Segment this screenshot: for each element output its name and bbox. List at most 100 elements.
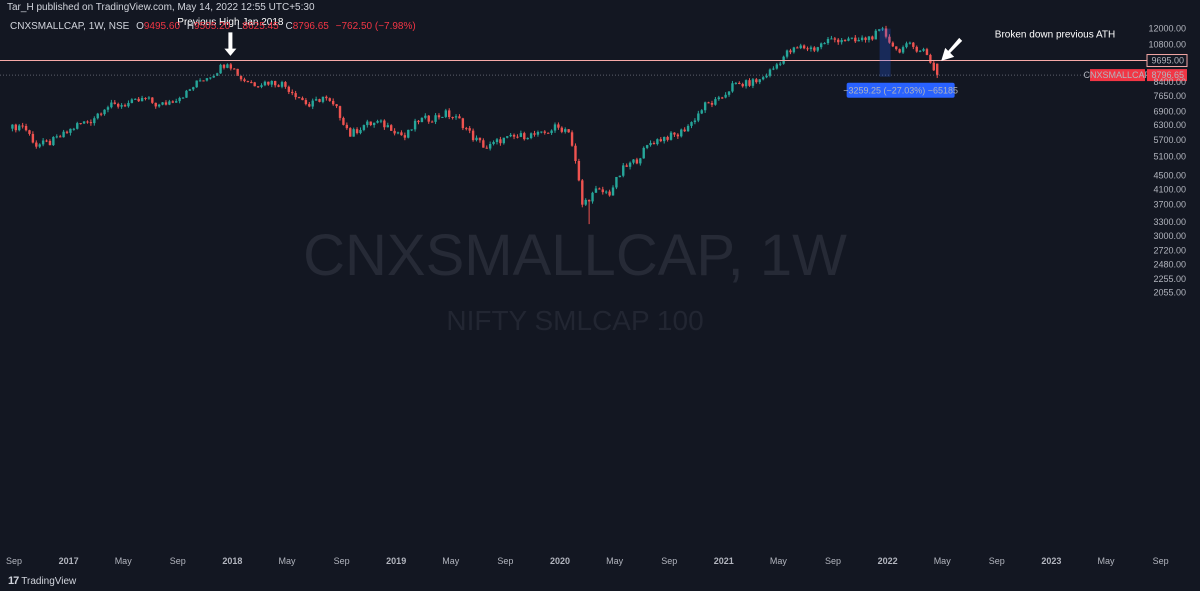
candle-body <box>31 133 35 143</box>
candle-body <box>669 132 673 140</box>
time-tick-label: Sep <box>497 556 513 566</box>
candle-body <box>294 93 297 98</box>
time-tick-label: May <box>278 556 296 566</box>
price-tick-label: 6300.00 <box>1153 120 1186 130</box>
price-tick-label: 4100.00 <box>1153 184 1186 194</box>
candle-body <box>608 191 611 196</box>
candle-body <box>714 99 717 105</box>
price-tick-label: 5100.00 <box>1153 152 1186 162</box>
candle-body <box>403 135 407 138</box>
candle-body <box>93 118 96 124</box>
candle-body <box>76 123 79 129</box>
candle-body <box>499 139 502 144</box>
high-value: 9505.20 <box>194 21 231 32</box>
annotation-previous-high[interactable]: Previous High Jan 2018 <box>177 17 284 28</box>
candle-body <box>79 123 82 125</box>
candle-body <box>918 50 922 52</box>
candle-body <box>270 81 273 85</box>
candle-body <box>509 134 512 137</box>
candle-body <box>267 81 270 85</box>
candle-body <box>383 120 386 128</box>
arrow-down-icon[interactable] <box>224 32 237 56</box>
last-price-label: 8796.65 <box>1151 70 1184 80</box>
candle-body <box>826 39 830 44</box>
candle-body <box>311 100 314 107</box>
candle-body <box>765 75 768 78</box>
time-tick-label: Sep <box>170 556 186 566</box>
candle-body <box>796 47 799 49</box>
annotation-broken-ath[interactable]: Broken down previous ATH <box>995 30 1115 41</box>
time-axis[interactable]: Sep 2017 May Sep 2018 May Sep 2019 May Sep 2020 May… <box>6 556 1169 566</box>
candle-body <box>284 82 287 87</box>
candle-body <box>427 115 430 122</box>
price-tick-label: 4500.00 <box>1153 170 1186 180</box>
candle-body <box>154 102 157 107</box>
low-label: L <box>236 21 243 32</box>
candle-body <box>164 102 168 105</box>
low-value: 8625.45 <box>242 21 279 32</box>
candle-body <box>656 139 659 145</box>
candle-body <box>809 47 813 50</box>
candle-body <box>888 36 891 43</box>
candle-body <box>857 39 860 42</box>
candle-body <box>62 131 65 138</box>
price-tick-label: 10800.00 <box>1148 39 1186 49</box>
candle-body <box>35 142 38 147</box>
candle-body <box>536 131 540 135</box>
candle-body <box>598 188 601 190</box>
candle-body <box>441 116 444 118</box>
candle-body <box>458 116 461 119</box>
candle-body <box>925 49 929 55</box>
candle-body <box>308 104 311 107</box>
candle-body <box>140 97 144 102</box>
candle-body <box>721 97 724 99</box>
candle-body <box>601 189 604 193</box>
time-tick-label: May <box>1097 556 1115 566</box>
candle-body <box>557 124 560 128</box>
candle-body <box>171 101 174 103</box>
price-tick-label: 5700.00 <box>1153 135 1186 145</box>
candle-body <box>253 82 256 87</box>
candle-body <box>663 136 666 142</box>
candle-body <box>874 30 877 40</box>
candle-body <box>219 64 222 74</box>
watermark-subtitle: NIFTY SMLCAP 100 <box>446 305 703 336</box>
candle-body <box>215 73 219 76</box>
candle-body <box>587 199 591 202</box>
candle-body <box>72 128 76 130</box>
candle-body <box>523 133 526 140</box>
candle-body <box>117 103 120 107</box>
candle-body <box>243 79 246 82</box>
time-tick-label: Sep <box>6 556 22 566</box>
candle-body <box>738 82 741 85</box>
brand-name: TradingView <box>21 576 77 587</box>
candle-body <box>263 81 267 86</box>
arrow-down-left-icon[interactable] <box>941 37 963 61</box>
candle-body <box>321 96 325 102</box>
candle-body <box>697 113 700 121</box>
candle-body <box>881 28 884 30</box>
candle-body <box>642 147 645 159</box>
time-tick-label: 2022 <box>878 556 898 566</box>
candle-body <box>229 64 233 69</box>
price-tick-label: 2055.00 <box>1153 288 1186 298</box>
price-tick-label: 2480.00 <box>1153 260 1186 270</box>
tradingview-brand[interactable]: 17 TradingView <box>8 575 76 587</box>
candle-body <box>741 84 744 87</box>
measure-range-box[interactable] <box>879 28 891 77</box>
candle-body <box>137 98 140 102</box>
candle-body <box>819 43 823 48</box>
candle-body <box>222 64 226 68</box>
candle-body <box>673 132 676 135</box>
candle-body <box>113 102 116 104</box>
candle-body <box>666 136 669 140</box>
candle-body <box>69 128 72 133</box>
candle-body <box>209 77 212 79</box>
candle-body <box>24 125 28 131</box>
candle-body <box>649 143 652 146</box>
candle-body <box>250 82 253 84</box>
candle-body <box>680 129 683 137</box>
candle-body <box>52 137 55 146</box>
